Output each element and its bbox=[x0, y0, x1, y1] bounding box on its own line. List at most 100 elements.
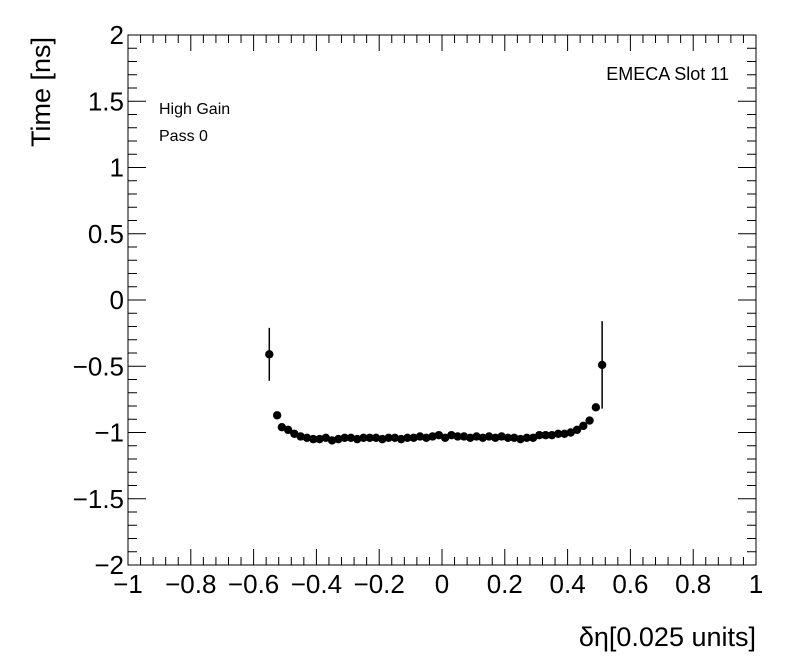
marker bbox=[572, 425, 582, 435]
marker bbox=[553, 429, 563, 439]
data-point bbox=[572, 425, 582, 435]
marker bbox=[378, 434, 387, 444]
marker bbox=[503, 433, 513, 442]
data-point bbox=[459, 432, 469, 441]
marker bbox=[428, 432, 437, 441]
marker bbox=[302, 433, 312, 442]
x-tick-label: 0 bbox=[435, 569, 449, 599]
y-tick-label: 1.5 bbox=[88, 86, 124, 116]
marker bbox=[478, 433, 488, 442]
data-markers bbox=[265, 321, 607, 445]
marker bbox=[296, 432, 305, 441]
data-point bbox=[390, 433, 400, 442]
marker bbox=[566, 428, 575, 437]
data-point bbox=[296, 432, 305, 441]
data-point bbox=[535, 430, 544, 440]
annotation-pass: Pass 0 bbox=[159, 128, 208, 145]
data-point bbox=[466, 433, 475, 442]
data-point bbox=[547, 430, 557, 440]
data-point bbox=[516, 434, 525, 444]
data-point bbox=[422, 433, 431, 442]
annotation-gain: High Gain bbox=[159, 101, 230, 118]
marker bbox=[334, 434, 343, 444]
data-point bbox=[566, 428, 575, 437]
marker bbox=[591, 403, 601, 412]
y-tick-label: 0 bbox=[110, 285, 124, 315]
data-point bbox=[365, 433, 374, 442]
data-point bbox=[528, 433, 538, 442]
x-tick-label: 0.6 bbox=[612, 569, 648, 599]
marker bbox=[365, 433, 374, 442]
x-axis-title: δη[0.025 units] bbox=[579, 622, 756, 652]
marker bbox=[315, 434, 324, 444]
data-point bbox=[415, 432, 425, 441]
data-point bbox=[491, 433, 500, 442]
data-point bbox=[359, 433, 368, 442]
y-tick-label: −1 bbox=[94, 418, 124, 448]
data-point bbox=[484, 432, 494, 441]
data-point bbox=[334, 434, 343, 444]
data-point bbox=[591, 403, 601, 412]
y-tick-label: −0.5 bbox=[73, 351, 124, 381]
data-point bbox=[409, 433, 418, 442]
marker bbox=[447, 430, 456, 440]
y-tick-label: 0.5 bbox=[88, 219, 124, 249]
marker bbox=[522, 433, 531, 442]
marker bbox=[560, 429, 569, 439]
marker bbox=[535, 430, 544, 440]
marker bbox=[528, 433, 538, 442]
marker bbox=[359, 433, 368, 442]
data-point bbox=[346, 433, 356, 442]
data-point bbox=[522, 433, 531, 442]
marker bbox=[422, 433, 431, 442]
data-point bbox=[510, 433, 519, 442]
data-point bbox=[403, 433, 412, 442]
marker bbox=[547, 430, 557, 440]
marker bbox=[277, 423, 287, 432]
marker bbox=[390, 433, 400, 442]
data-point bbox=[309, 434, 318, 444]
marker bbox=[409, 433, 418, 442]
marker bbox=[396, 434, 406, 444]
marker bbox=[491, 433, 500, 442]
data-point bbox=[396, 434, 406, 444]
marker bbox=[510, 433, 519, 442]
data-point bbox=[428, 432, 437, 441]
data-point bbox=[321, 433, 331, 442]
data-point bbox=[497, 432, 506, 441]
data-point bbox=[290, 429, 299, 439]
data-point bbox=[340, 433, 349, 442]
y-tick-label: −2 bbox=[94, 550, 124, 580]
y-axis-title: Time [ns] bbox=[26, 37, 56, 147]
data-point bbox=[440, 433, 450, 442]
axis-ticks bbox=[127, 34, 757, 566]
data-point bbox=[472, 432, 481, 441]
marker bbox=[585, 416, 594, 425]
marker bbox=[272, 411, 282, 420]
x-tick-label: 0.8 bbox=[675, 569, 711, 599]
y-tick-label: 1 bbox=[110, 153, 124, 183]
marker bbox=[384, 433, 393, 442]
y-tick-label: 2 bbox=[110, 20, 124, 50]
data-point bbox=[315, 434, 324, 444]
marker bbox=[597, 360, 607, 370]
x-tick-label: 1 bbox=[749, 569, 763, 599]
data-point bbox=[378, 434, 387, 444]
marker bbox=[283, 425, 293, 435]
data-point bbox=[371, 433, 381, 442]
data-point bbox=[265, 327, 274, 381]
x-tick-label: −0.6 bbox=[228, 569, 279, 599]
data-point bbox=[447, 430, 456, 440]
marker bbox=[340, 433, 349, 442]
marker bbox=[440, 433, 450, 442]
data-point bbox=[541, 430, 550, 440]
marker bbox=[484, 432, 494, 441]
data-point bbox=[585, 416, 594, 425]
data-point bbox=[597, 321, 607, 409]
data-point bbox=[277, 423, 287, 432]
annotation-slot: EMECA Slot 11 bbox=[606, 64, 729, 84]
x-tick-label: −0.4 bbox=[291, 569, 342, 599]
data-point bbox=[560, 429, 569, 439]
marker bbox=[309, 434, 318, 444]
